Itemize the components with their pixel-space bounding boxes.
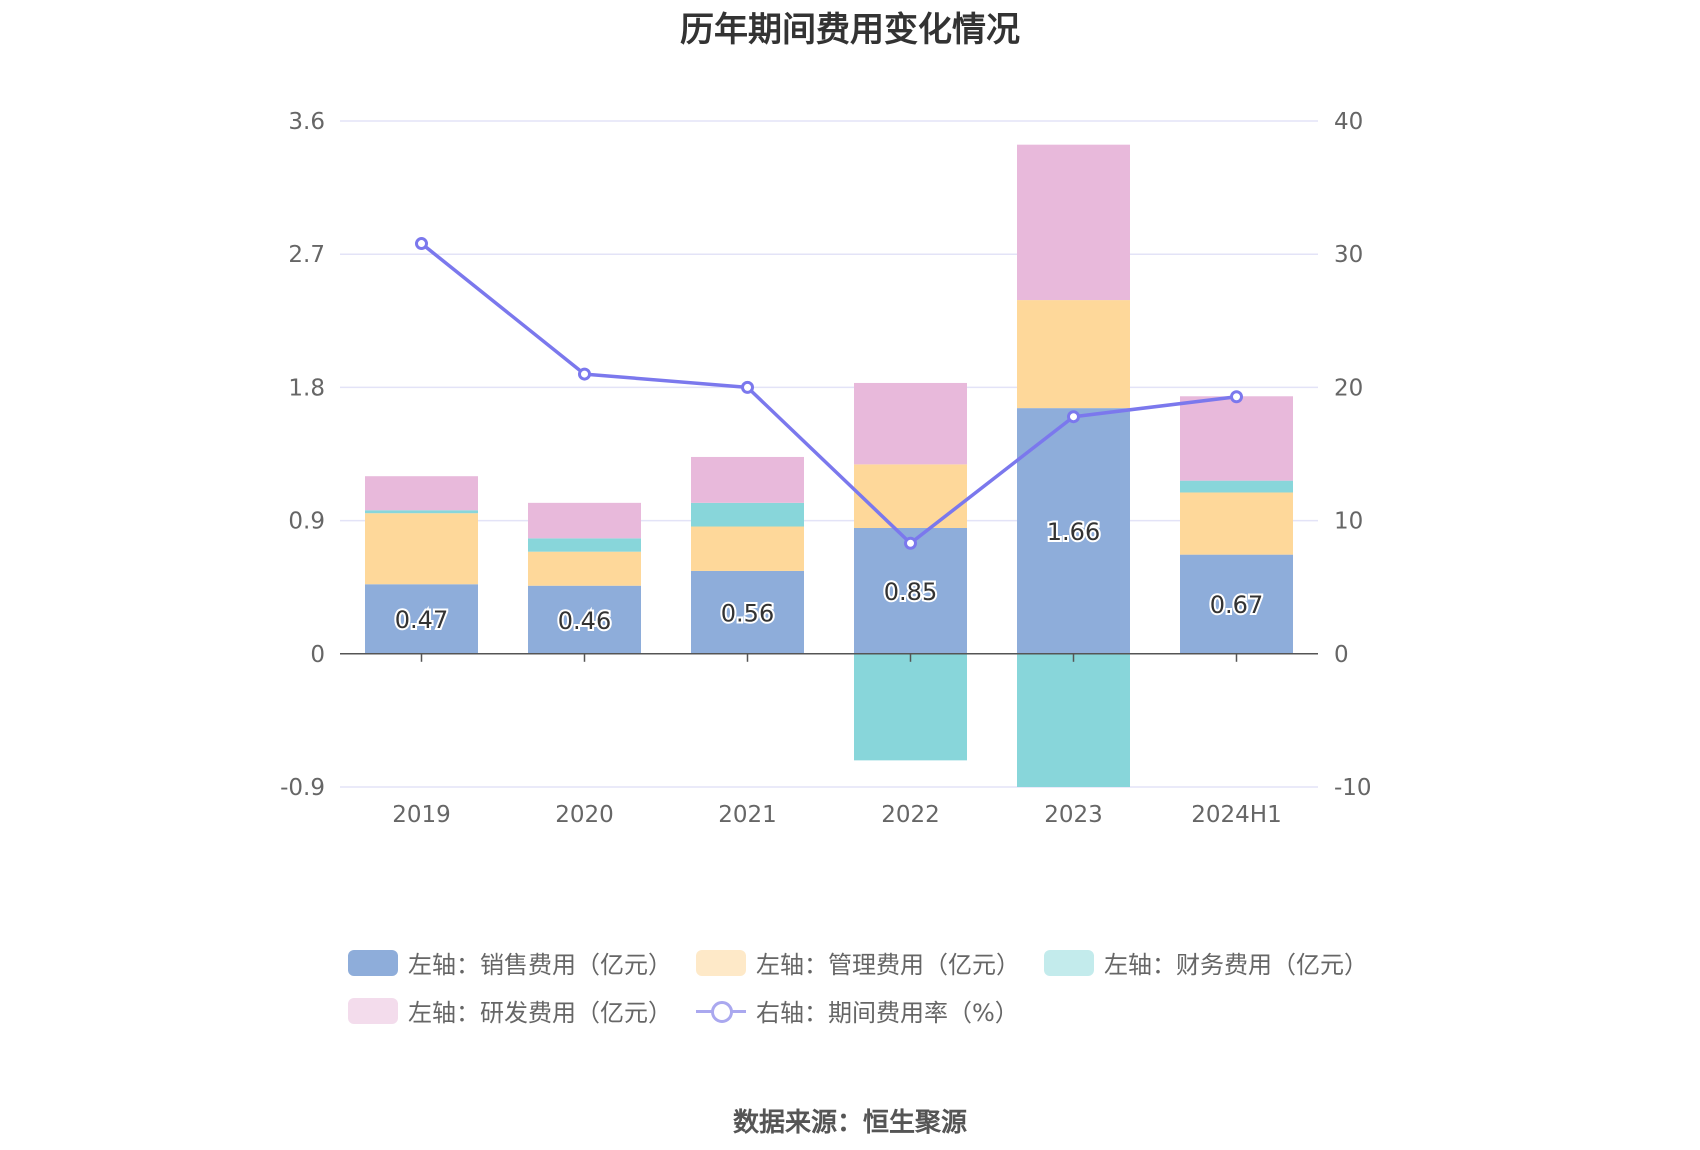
bar-rd (1017, 144, 1130, 301)
chart-title: 历年期间费用变化情况 (680, 10, 1020, 50)
legend-swatch-admin (696, 949, 746, 976)
y-left-tick-label: 3.6 (288, 109, 325, 135)
bar-rd (365, 476, 478, 511)
legend-item-finance[interactable]: 左轴：财务费用（亿元） (1044, 945, 1368, 980)
y-left-tick-label: 1.8 (288, 375, 325, 401)
x-tick-label: 2021 (718, 802, 777, 828)
y-left-tick-label: 0 (310, 642, 325, 668)
bar-admin (365, 513, 478, 585)
legend-item-rd[interactable]: 左轴：研发费用（亿元） (348, 993, 672, 1028)
y-right-tick-label: 0 (1334, 642, 1349, 668)
y-left-tick-label: 2.7 (288, 242, 325, 268)
point-rate (1230, 390, 1243, 404)
data-label-sales: 0.56 (721, 599, 774, 627)
legend-label-rd: 左轴：研发费用（亿元） (408, 999, 672, 1027)
bar-admin (854, 464, 967, 528)
bar-finance (854, 653, 967, 761)
data-label-sales: 0.85 (884, 578, 937, 606)
y-right-tick-label: 30 (1334, 242, 1363, 268)
bar-admin (528, 551, 641, 586)
bar-finance (365, 510, 478, 514)
bar-rd (691, 456, 804, 503)
data-label-sales: 0.46 (558, 607, 611, 635)
legend-label-rate: 右轴：期间费用率（%） (756, 999, 1019, 1027)
y-left-tick-label: 0.9 (288, 509, 325, 535)
data-label-sales: 0.47 (395, 606, 448, 634)
bar-sales (1017, 408, 1130, 654)
legend-swatch-finance (1044, 949, 1094, 976)
bar-sales (1180, 554, 1293, 654)
x-tick-label: 2022 (881, 802, 940, 828)
y-right-tick-label: 40 (1334, 109, 1363, 135)
bar-admin (691, 526, 804, 571)
y-right-tick-label: -10 (1334, 775, 1372, 801)
y-right-tick-label: 20 (1334, 375, 1363, 401)
x-tick-label: 2023 (1044, 802, 1103, 828)
legend-item-sales[interactable]: 左轴：销售费用（亿元） (348, 945, 672, 980)
bar-rd (1180, 396, 1293, 481)
legend-label-admin: 左轴：管理费用（亿元） (756, 951, 1020, 979)
x-tick-label: 2020 (555, 802, 614, 828)
data-source: 数据来源：恒生聚源 (732, 1108, 967, 1138)
x-tick-label: 2019 (392, 802, 451, 828)
legend-item-admin[interactable]: 左轴：管理费用（亿元） (696, 945, 1020, 980)
legend-label-finance: 左轴：财务费用（亿元） (1104, 951, 1368, 979)
bar-finance (691, 502, 804, 527)
point-rate (415, 237, 428, 251)
bar-rd (854, 382, 967, 465)
bar-sales (528, 585, 641, 654)
bar-finance (1017, 653, 1130, 787)
point-rate (741, 380, 754, 394)
legend-swatch-sales (348, 949, 398, 976)
legend-swatch-rd (348, 997, 398, 1024)
y-right-tick-label: 10 (1334, 509, 1363, 535)
bar-sales (691, 570, 804, 654)
point-rate (578, 367, 591, 381)
bar-admin (1017, 300, 1130, 409)
data-label-sales: 1.66 (1047, 518, 1100, 546)
point-rate (904, 536, 917, 550)
legend-line-rate-icon (696, 998, 746, 1024)
y-left-tick-label: -0.9 (280, 775, 325, 801)
line-rate (420, 242, 1237, 545)
point-rate (1067, 410, 1080, 424)
data-label-sales: 0.67 (1210, 591, 1263, 619)
bar-sales (365, 584, 478, 654)
bar-finance (528, 538, 641, 552)
legend-item-rate[interactable]: 右轴：期间费用率（%） (696, 993, 1019, 1028)
x-tick-label: 2024H1 (1191, 802, 1281, 828)
bar-rd (528, 502, 641, 539)
legend-label-sales: 左轴：销售费用（亿元） (408, 951, 672, 979)
bar-admin (1180, 492, 1293, 555)
bar-finance (1180, 480, 1293, 493)
